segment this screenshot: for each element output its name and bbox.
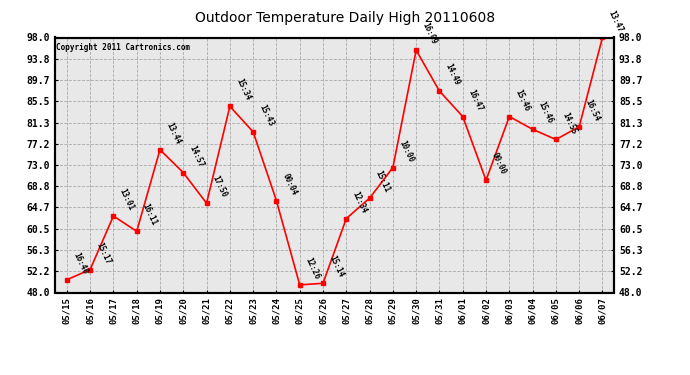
Text: Copyright 2011 Cartronics.com: Copyright 2011 Cartronics.com	[57, 43, 190, 52]
Text: 16:11: 16:11	[141, 202, 159, 227]
Text: 10:00: 10:00	[397, 139, 415, 164]
Text: 15:43: 15:43	[257, 103, 275, 128]
Text: 15:17: 15:17	[95, 241, 112, 266]
Text: 00:00: 00:00	[490, 152, 508, 176]
Text: 15:46: 15:46	[537, 100, 555, 125]
Text: 13:01: 13:01	[117, 187, 135, 212]
Text: 16:47: 16:47	[467, 88, 485, 112]
Text: 16:40: 16:40	[71, 251, 89, 276]
Text: 15:14: 15:14	[327, 254, 345, 279]
Text: 15:11: 15:11	[374, 169, 392, 194]
Text: Outdoor Temperature Daily High 20110608: Outdoor Temperature Daily High 20110608	[195, 11, 495, 25]
Text: 15:46: 15:46	[513, 88, 531, 112]
Text: 16:54: 16:54	[583, 98, 601, 123]
Text: 14:57: 14:57	[188, 144, 206, 168]
Text: 16:09: 16:09	[420, 21, 438, 46]
Text: 15:34: 15:34	[234, 77, 252, 102]
Text: 14:49: 14:49	[444, 62, 462, 87]
Text: 12:34: 12:34	[351, 190, 368, 214]
Text: 13:44: 13:44	[164, 121, 182, 146]
Text: 00:04: 00:04	[281, 172, 299, 196]
Text: 12:26: 12:26	[304, 256, 322, 280]
Text: 14:55: 14:55	[560, 111, 578, 135]
Text: 17:50: 17:50	[210, 174, 228, 199]
Text: 13:47: 13:47	[607, 9, 624, 33]
